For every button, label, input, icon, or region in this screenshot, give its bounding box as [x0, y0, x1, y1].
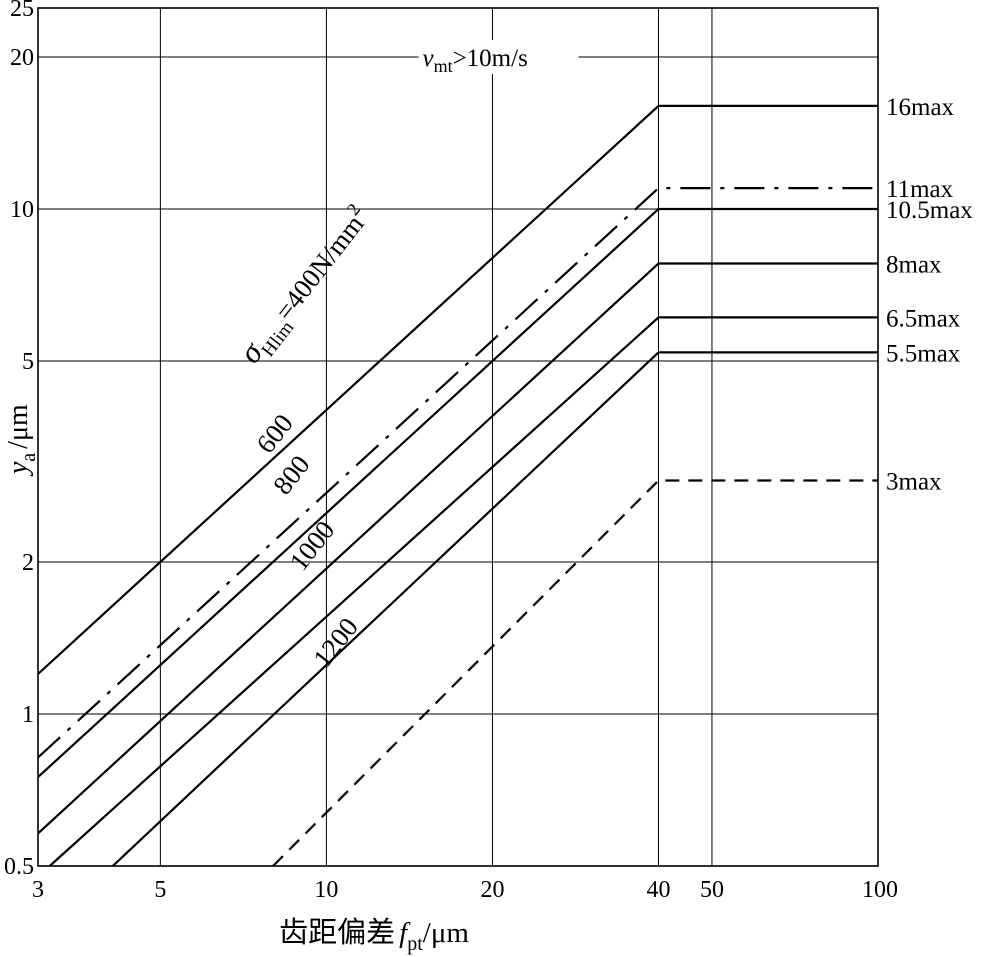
- y-tick-label-0.5: 0.5: [4, 854, 34, 880]
- curve-label-1200: 1200: [307, 612, 364, 673]
- y-tick-label-5: 5: [22, 349, 34, 375]
- end-label-800: 10.5max: [886, 197, 973, 224]
- annotations: 16max11max10.5max8max6.5max5.5max3max600…: [3, 39, 973, 955]
- x-tick-label-10: 10: [314, 877, 338, 903]
- end-label-600: 11max: [886, 176, 954, 203]
- end-label-1200: 5.5max: [886, 340, 961, 367]
- series-line-1200: [112, 351, 878, 867]
- y-axis-label: ya/μm: [3, 404, 40, 477]
- end-label-dashed: 3max: [886, 468, 942, 495]
- series-line-dashed: [272, 479, 878, 867]
- end-label-400: 16max: [886, 94, 955, 121]
- sigma-text: =400N/mm: [269, 209, 369, 326]
- y-tick-label-1: 1: [22, 702, 34, 728]
- x-tick-label-50: 50: [700, 877, 724, 903]
- y-axis-label-unit: /μm: [3, 404, 34, 449]
- annotation-subscript: mt: [434, 56, 453, 76]
- x-tick-label-40: 40: [647, 877, 671, 903]
- grid: [37, 7, 879, 867]
- series-line-1000b: [48, 316, 878, 867]
- x-tick-label-20: 20: [480, 877, 504, 903]
- y-tick-label-2: 2: [22, 550, 34, 576]
- speed-annotation: vmt>10m/s: [422, 45, 527, 76]
- series-line-1000: [37, 262, 878, 835]
- x-axis-label: 齿距偏差 fpt/μm: [279, 916, 469, 955]
- annotation-var: v: [422, 45, 434, 72]
- sigma-label: σHlim=400N/mm2: [231, 199, 380, 373]
- series-group: [37, 104, 878, 867]
- y-axis-label-var: y: [3, 461, 34, 477]
- annotation-background: [418, 39, 579, 74]
- series-line-400: [37, 104, 878, 675]
- x-axis-label-prefix: 齿距偏差: [279, 916, 395, 949]
- end-label-1000b: 6.5max: [886, 305, 961, 332]
- plot-frame: [37, 7, 879, 867]
- x-axis-label-sub: pt: [407, 933, 423, 955]
- y-tick-label-10: 10: [10, 197, 34, 223]
- y-tick-label-25: 25: [10, 0, 34, 22]
- end-label-1000: 8max: [886, 251, 942, 278]
- x-tick-label-5: 5: [154, 877, 166, 903]
- series-line-800: [37, 207, 878, 778]
- x-tick-label-100: 100: [862, 877, 898, 903]
- y-axis-label-sub: a: [18, 453, 40, 462]
- y-tick-label-20: 20: [10, 45, 34, 71]
- annotation-text: >10m/s: [453, 45, 528, 72]
- x-tick-label-3: 3: [32, 877, 44, 903]
- series-line-600: [37, 187, 878, 759]
- x-axis-label-unit: /μm: [423, 917, 470, 949]
